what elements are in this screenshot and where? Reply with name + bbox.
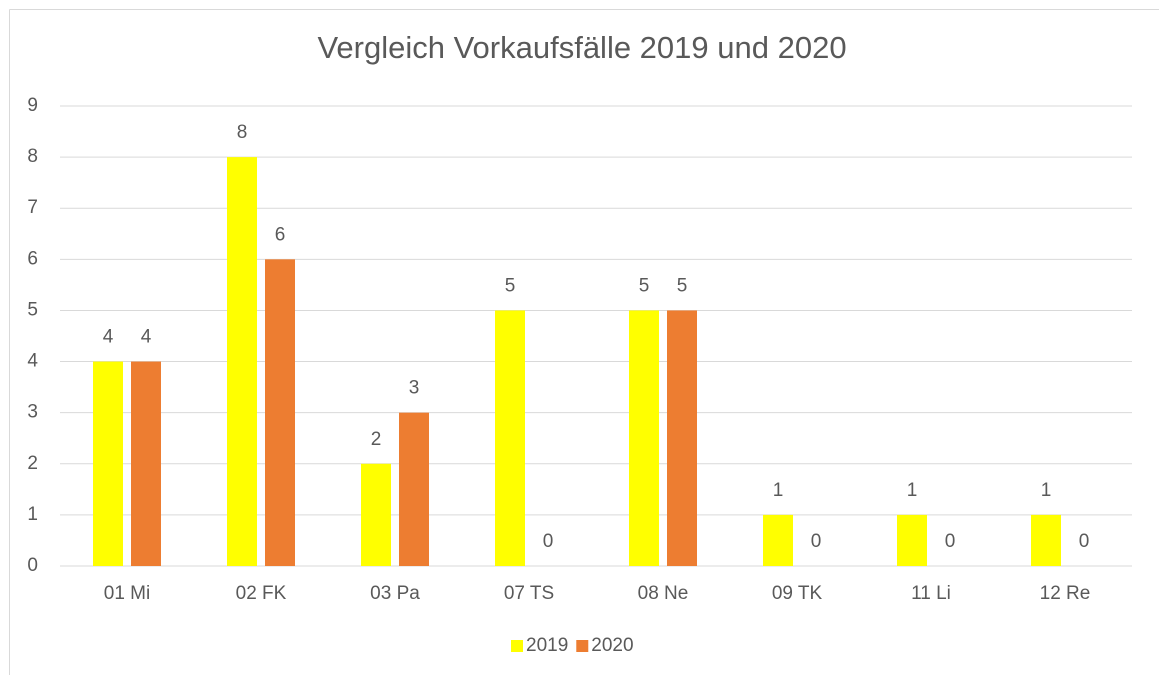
- y-tick-label: 2: [27, 453, 38, 474]
- data-label: 0: [945, 531, 956, 552]
- data-label: 8: [237, 122, 248, 143]
- y-tick-label: 5: [27, 299, 38, 320]
- x-tick-label: 12 Re: [1040, 583, 1091, 604]
- data-label: 1: [907, 480, 918, 501]
- bar: [763, 514, 793, 566]
- y-tick-label: 7: [27, 197, 38, 218]
- bar: [227, 157, 257, 566]
- legend-swatch: [511, 640, 523, 652]
- y-tick-label: 3: [27, 402, 38, 423]
- x-tick-label: 03 Pa: [370, 583, 420, 604]
- legend-swatch: [576, 640, 589, 652]
- bar: [399, 412, 429, 566]
- data-label: 1: [1041, 480, 1052, 501]
- x-tick-label: 07 TS: [504, 583, 554, 604]
- data-label: 3: [409, 378, 420, 399]
- legend-label: 2019: [526, 635, 568, 656]
- data-label: 5: [639, 275, 650, 296]
- data-label: 2: [371, 429, 382, 450]
- data-label: 5: [677, 275, 688, 296]
- x-tick-label: 09 TK: [772, 583, 823, 604]
- data-label: 0: [811, 531, 822, 552]
- x-tick-label: 08 Ne: [638, 583, 689, 604]
- y-tick-label: 0: [27, 555, 38, 576]
- chart-title: Vergleich Vorkaufsfälle 2019 und 2020: [317, 30, 846, 65]
- data-label: 5: [505, 275, 516, 296]
- bar: [361, 463, 391, 566]
- data-label: 0: [543, 531, 554, 552]
- x-tick-label: 01 Mi: [104, 583, 150, 604]
- x-tick-label: 11 Li: [911, 583, 951, 604]
- bar: [1031, 514, 1061, 566]
- bar: [131, 361, 161, 566]
- y-tick-label: 8: [27, 146, 38, 167]
- bar: [495, 310, 525, 566]
- bar: [93, 361, 123, 566]
- x-tick-label: 02 FK: [236, 583, 287, 604]
- bar: [629, 310, 659, 566]
- bar: [265, 259, 295, 566]
- y-tick-label: 4: [27, 351, 38, 372]
- y-tick-label: 9: [27, 95, 38, 116]
- data-label: 6: [275, 224, 286, 245]
- data-label: 1: [773, 480, 784, 501]
- y-tick-label: 6: [27, 248, 38, 269]
- data-label: 4: [103, 327, 114, 348]
- bar: [667, 310, 697, 566]
- y-tick-label: 1: [27, 504, 38, 525]
- data-label: 4: [141, 327, 152, 348]
- legend-label: 2020: [591, 635, 633, 656]
- data-label: 0: [1079, 531, 1090, 552]
- bar: [897, 514, 927, 566]
